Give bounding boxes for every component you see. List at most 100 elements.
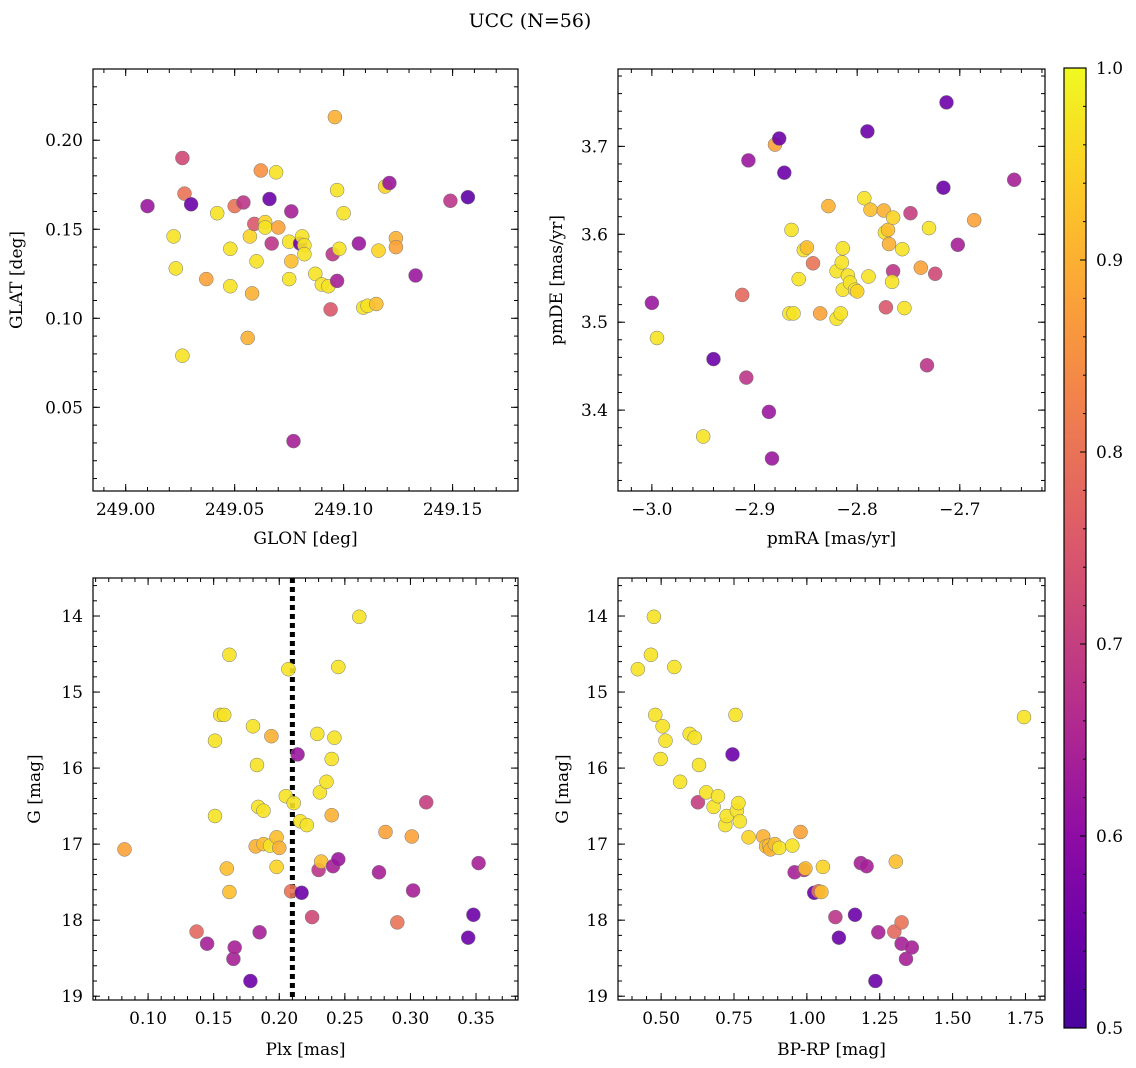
x-tick-label: 249.00 (96, 500, 155, 520)
scatter-point (312, 785, 328, 800)
scatter-point (881, 236, 897, 252)
colorbar-frame (1063, 67, 1087, 1029)
scatter-point (294, 885, 309, 901)
scatter-point (140, 198, 155, 214)
scatter-point (903, 205, 918, 221)
axes-frame (617, 577, 1046, 1001)
scatter-point (894, 915, 909, 930)
scatter-point (764, 451, 780, 466)
x-tick-label: 249.10 (314, 500, 373, 520)
scatter-point (834, 255, 850, 270)
scatter-point (798, 861, 813, 876)
scatter-point (812, 306, 828, 321)
scatter-point (655, 719, 670, 734)
scatter-point (281, 271, 297, 287)
scatter-point (653, 751, 668, 767)
points (140, 109, 476, 449)
scatter-point (222, 884, 237, 900)
scatter-point (793, 824, 808, 840)
scatter-point (1006, 172, 1022, 188)
scatter-point (284, 254, 299, 269)
scatter-point (382, 175, 397, 191)
y-axis-label: G [mag] (553, 754, 573, 823)
scatter-point (898, 951, 914, 967)
y-tick-label: 19 (61, 987, 83, 1007)
y-tick-label: 17 (586, 835, 608, 855)
scatter-point (272, 840, 287, 856)
points (630, 609, 1032, 989)
scatter-point (857, 190, 872, 206)
scatter-point (207, 733, 223, 748)
points (644, 95, 1022, 466)
scatter-point (710, 788, 726, 804)
x-axis-label: GLON [deg] (253, 529, 357, 549)
scatter-point (919, 358, 935, 373)
scatter-point (814, 884, 829, 900)
scatter-point (658, 733, 673, 748)
scatter-point (175, 150, 190, 166)
scatter-point (286, 433, 301, 449)
scatter-point (667, 659, 682, 675)
scatter-point (921, 220, 937, 236)
scatter-point (859, 858, 874, 874)
y-tick-label: 0.15 (45, 220, 83, 240)
scatter-point (308, 266, 323, 282)
scatter-point (297, 246, 312, 262)
y-axis-label: G [mag] (25, 754, 45, 823)
scatter-point (284, 204, 299, 219)
scatter-point (648, 707, 663, 723)
scatter-point (388, 239, 404, 255)
scatter-point (646, 609, 662, 625)
colorbar: 0.5 0.6 0.7 0.8 0.9 1.0 (1063, 59, 1123, 1039)
scatter-point (643, 647, 659, 663)
scatter-point (691, 757, 707, 773)
scatter-point (731, 795, 746, 811)
scatter-point (471, 855, 486, 871)
x-tick-label: 0.10 (129, 1009, 167, 1029)
x-tick-label: 249.15 (423, 500, 482, 520)
scatter-point (828, 909, 843, 925)
scatter-point (262, 191, 277, 207)
x-tick-label: 0.35 (457, 1009, 495, 1029)
y-tick-label: 16 (586, 759, 608, 779)
axes-frame (617, 68, 1046, 492)
y-tick-label: 15 (61, 683, 83, 703)
panel-1: 249.00 249.05 249.10 249.15 0.05 0.10 0.15 0.20… (7, 68, 519, 549)
scatter-point (199, 271, 214, 287)
scatter-point (895, 241, 910, 257)
scatter-point (286, 795, 301, 811)
scatter-point (868, 973, 883, 989)
scatter-point (242, 229, 258, 244)
y-tick-label: 16 (61, 759, 83, 779)
scatter-point (888, 854, 904, 869)
scatter-point (728, 707, 743, 723)
scatter-point (252, 925, 267, 940)
scatter-point (371, 243, 386, 258)
scatter-point (821, 198, 836, 214)
scatter-point (799, 240, 815, 255)
y-tick-label: 3.5 (581, 313, 608, 333)
scatter-point (264, 728, 279, 744)
y-tick-label: 17 (61, 835, 83, 855)
scatter-point (761, 404, 777, 420)
scatter-point (175, 348, 190, 363)
y-axis-label: GLAT [deg] (7, 231, 27, 329)
scatter-point (950, 237, 966, 253)
scatter-point (815, 859, 831, 875)
x-tick-label: 249.05 (205, 500, 264, 520)
scatter-point (706, 351, 721, 367)
scatter-point (878, 300, 894, 315)
scatter-point (739, 370, 754, 385)
scatter-point (835, 241, 851, 256)
figure-title: UCC (N=56) (469, 10, 592, 32)
scatter-point (327, 109, 343, 125)
scatter-point (649, 330, 665, 346)
axes-frame (92, 68, 519, 492)
colorbar-tick-label: 0.7 (1096, 635, 1123, 655)
scatter-point (336, 205, 351, 221)
y-tick-label: 15 (586, 683, 608, 703)
scatter-point (630, 661, 646, 677)
scatter-point (672, 774, 688, 790)
scatter-point (244, 286, 260, 301)
